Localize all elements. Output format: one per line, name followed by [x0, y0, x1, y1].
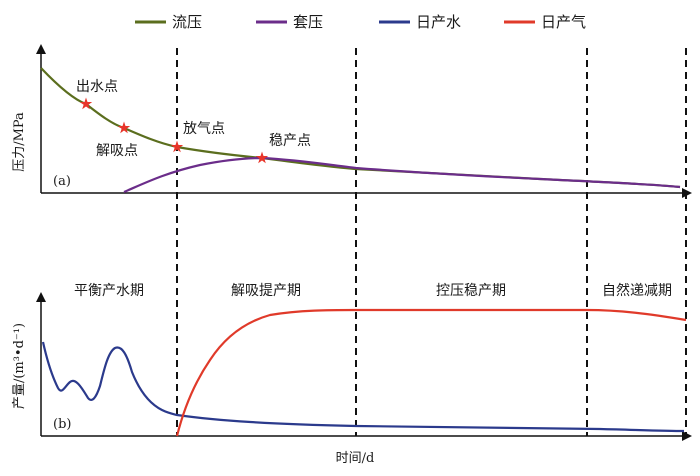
star-marker-stable-production — [255, 151, 269, 164]
legend-item-daily-water: 日产水 — [379, 13, 461, 31]
bottom-y-axis-label: 产量/(m³•d⁻¹) — [12, 323, 27, 409]
casing-pressure-curve — [123, 156, 681, 194]
top-panel-axes — [36, 44, 692, 198]
legend-label-casing-pressure: 套压 — [293, 13, 323, 31]
legend-item-casing-pressure: 套压 — [256, 13, 323, 31]
key-point-markers — [79, 97, 269, 164]
legend-label-daily-water: 日产水 — [416, 13, 461, 31]
legend-item-flow-pressure: 流压 — [135, 13, 202, 31]
phase-label-natural-decline: 自然递减期 — [602, 282, 672, 299]
label-gas-release-point: 放气点 — [183, 121, 225, 137]
top-panel-label: (a) — [53, 174, 71, 189]
legend-label-flow-pressure: 流压 — [172, 13, 202, 31]
label-water-out-point: 出水点 — [76, 79, 118, 95]
phase-boundaries — [176, 48, 687, 436]
daily-water-curve — [41, 341, 685, 433]
phase-label-controlled-stable: 控压稳产期 — [436, 283, 506, 299]
bottom-panel-axes — [36, 292, 692, 441]
top-y-axis-label: 压力/MPa — [12, 112, 27, 172]
star-marker-water-out — [79, 97, 93, 110]
label-desorption-point: 解吸点 — [96, 143, 138, 159]
star-marker-desorption — [117, 121, 131, 134]
legend-item-daily-gas: 日产气 — [504, 13, 586, 31]
legend: 流压 套压 日产水 日产气 — [135, 13, 586, 31]
star-marker-gas-release — [170, 140, 184, 153]
bottom-panel-label: (b) — [53, 417, 71, 432]
x-axis-label: 时间/d — [336, 451, 375, 466]
phase-label-balanced-water: 平衡产水期 — [74, 283, 144, 299]
legend-label-daily-gas: 日产气 — [541, 13, 586, 31]
phase-label-desorption-boost: 解吸提产期 — [231, 283, 301, 299]
daily-gas-curve — [175, 308, 687, 437]
label-stable-production-point: 稳产点 — [269, 133, 311, 149]
